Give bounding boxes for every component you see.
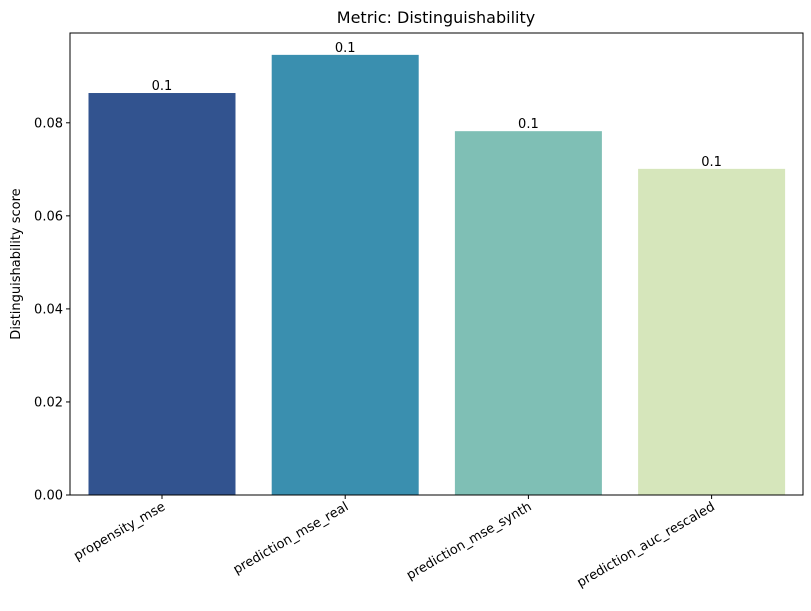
x-tick-label-propensity_mse: propensity_mse: [71, 499, 168, 563]
bar-prediction_mse_synth: [454, 131, 602, 495]
plot-frame: [69, 32, 804, 496]
x-ticks: propensity_mse prediction_mse_real predict…: [71, 495, 718, 591]
y-tick-label: 0.00: [34, 489, 63, 504]
y-tick-label: 0.04: [34, 302, 63, 317]
y-ticks: 0.00 0.02 0.04 0.06 0.08: [34, 116, 70, 504]
bar-propensity_mse: [88, 93, 236, 495]
data-label-prediction_mse_real: 0.1: [335, 41, 356, 56]
x-tick-label-prediction_mse_synth: prediction_mse_synth: [404, 499, 534, 583]
y-axis-label: Distinguishability score: [9, 188, 24, 339]
y-tick-label: 0.06: [34, 209, 63, 224]
x-tick-label-prediction_mse_real: prediction_mse_real: [231, 499, 351, 577]
data-label-prediction_mse_synth: 0.1: [518, 117, 539, 132]
x-tick-label-prediction_auc_rescaled: prediction_auc_rescaled: [575, 499, 718, 590]
data-label-prediction_auc_rescaled: 0.1: [701, 155, 722, 170]
data-label-propensity_mse: 0.1: [152, 79, 173, 94]
y-tick-label: 0.08: [34, 116, 63, 131]
bar-prediction_mse_real: [271, 54, 419, 496]
chart-title: Metric: Distinguishability: [337, 8, 535, 27]
bars-group: 0.1 0.1 0.1 0.1: [88, 41, 786, 496]
bar-prediction_auc_rescaled: [638, 168, 786, 495]
y-tick-label: 0.02: [34, 395, 63, 410]
